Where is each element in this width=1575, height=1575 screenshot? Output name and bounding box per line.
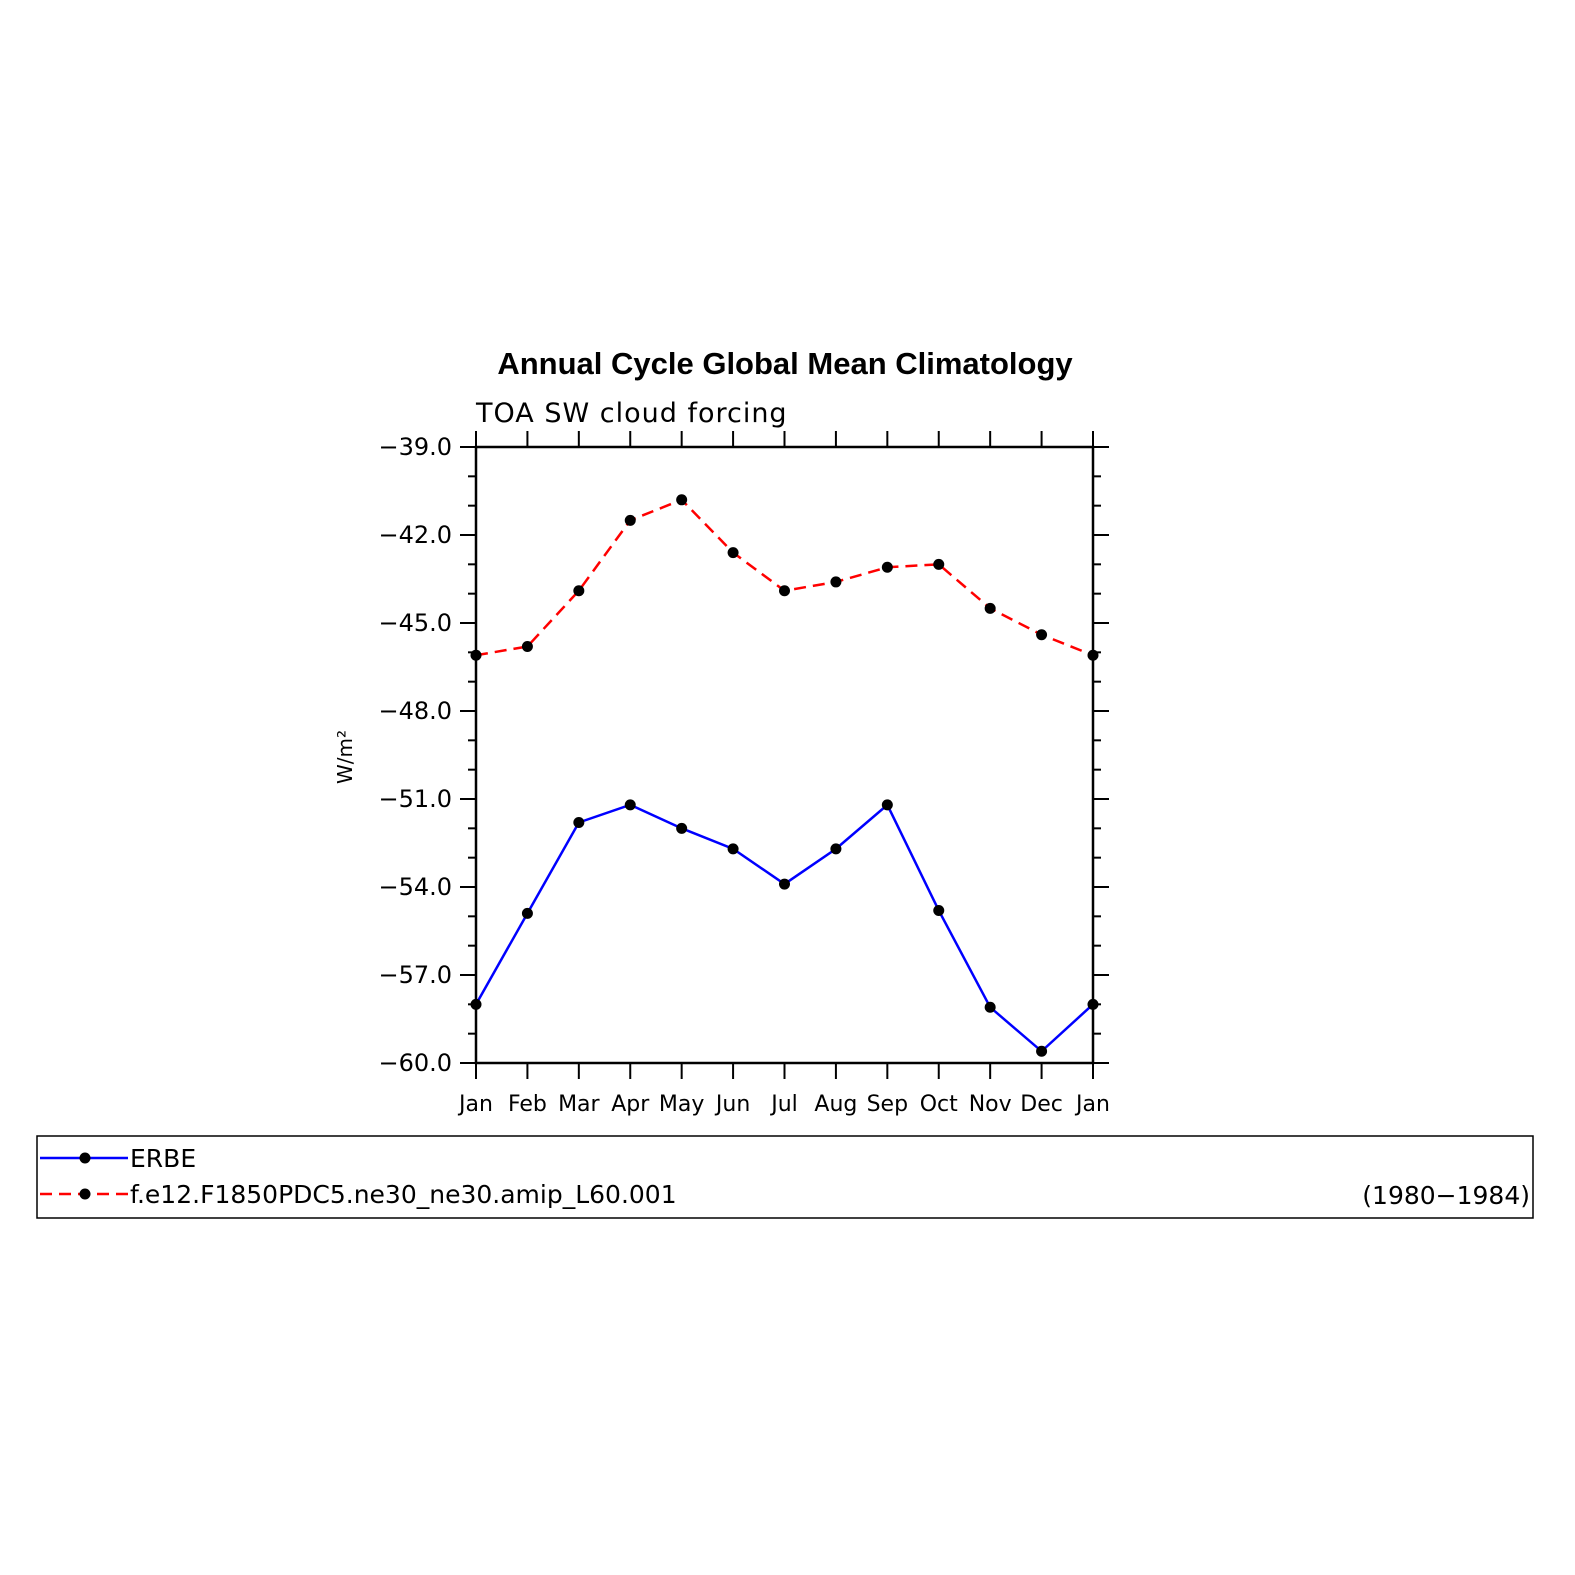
data-point xyxy=(933,558,945,570)
data-point xyxy=(1036,1045,1048,1057)
x-tick-label: Jul xyxy=(769,1092,798,1117)
x-tick-label: Apr xyxy=(611,1092,650,1117)
data-point xyxy=(881,799,893,811)
data-point xyxy=(624,799,636,811)
legend-label-0: ERBE xyxy=(130,1144,196,1173)
data-point xyxy=(779,878,790,890)
x-tick-label: Sep xyxy=(867,1092,908,1117)
legend-label-1: f.e12.F1850PDC5.ne30_ne30.amip_L60.001 xyxy=(130,1180,677,1209)
legend-marker-0 xyxy=(79,1152,91,1164)
x-tick-label: Jan xyxy=(457,1092,493,1117)
y-tick-label: −57.0 xyxy=(378,961,452,989)
data-point xyxy=(573,816,585,828)
y-tick-label: −45.0 xyxy=(378,609,452,637)
x-tick-label: Feb xyxy=(508,1092,547,1117)
data-point xyxy=(727,843,739,855)
x-tick-label: May xyxy=(659,1092,704,1117)
y-tick-label: −39.0 xyxy=(378,433,452,461)
series-line-0 xyxy=(474,802,1094,1053)
data-point xyxy=(521,640,533,652)
data-point xyxy=(573,585,585,597)
data-point xyxy=(521,907,533,919)
data-point xyxy=(984,1001,996,1013)
data-point xyxy=(470,998,482,1010)
data-point xyxy=(624,514,636,526)
legend-note: (1980−1984) xyxy=(1362,1181,1530,1210)
data-point xyxy=(1087,649,1099,661)
series-line-1 xyxy=(475,498,1094,657)
data-point xyxy=(1087,998,1099,1010)
y-tick-label: −54.0 xyxy=(378,873,452,901)
legend-box xyxy=(36,1135,1534,1219)
data-point xyxy=(676,822,688,834)
plot-frame xyxy=(474,445,1095,1065)
chart-title: Annual Cycle Global Mean Climatology xyxy=(497,346,1073,381)
y-tick-label: −60.0 xyxy=(378,1049,452,1077)
x-tick-label: Oct xyxy=(920,1092,958,1117)
series-layer xyxy=(470,494,1099,1057)
data-point xyxy=(470,649,482,661)
data-point xyxy=(984,602,996,614)
y-axis-label: W/m² xyxy=(333,730,357,784)
data-point xyxy=(881,561,893,573)
x-tick-label: Aug xyxy=(814,1092,857,1117)
y-tick-label: −51.0 xyxy=(378,785,452,813)
y-tick-label: −48.0 xyxy=(378,697,452,725)
data-point xyxy=(933,904,945,916)
data-point xyxy=(676,494,688,506)
x-tick-label: Dec xyxy=(1020,1092,1063,1117)
chart-subtitle: TOA SW cloud forcing xyxy=(475,398,788,429)
legend: (1980−1984) ERBE f.e12.F1850PDC5.ne30_ne3… xyxy=(36,1135,1534,1219)
y-tick-label: −42.0 xyxy=(378,521,452,549)
data-point xyxy=(727,547,739,559)
data-point xyxy=(830,576,842,588)
data-point xyxy=(830,843,842,855)
legend-marker-1 xyxy=(79,1188,91,1200)
data-point xyxy=(1036,629,1048,641)
x-tick-label: Nov xyxy=(969,1092,1012,1117)
data-point xyxy=(779,585,790,597)
x-tick-label: Jun xyxy=(714,1092,750,1117)
x-tick-label: Jan xyxy=(1074,1092,1110,1117)
x-tick-label: Mar xyxy=(558,1092,600,1117)
axes: −60.0 −57.0 −54.0 −51.0 −48.0 −45.0 −42.0 −39.0… xyxy=(378,431,1110,1117)
